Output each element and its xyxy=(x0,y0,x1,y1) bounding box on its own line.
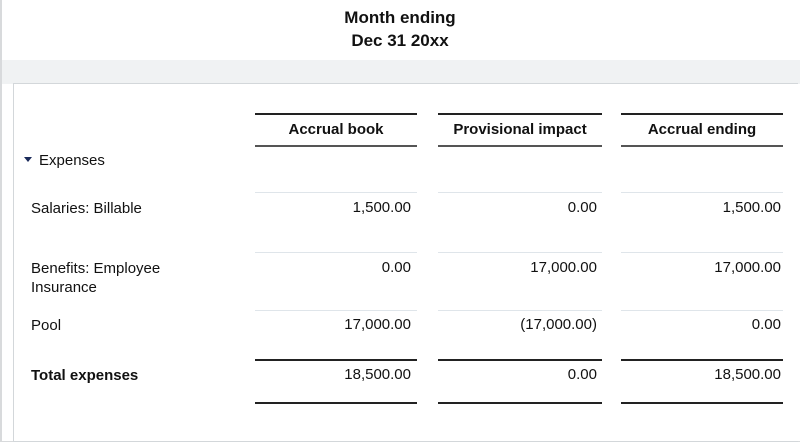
report-panel xyxy=(13,83,798,442)
row-divider xyxy=(621,192,783,193)
cell: 17,000.00 xyxy=(530,259,597,276)
cell: 0.00 xyxy=(381,259,411,276)
row-divider xyxy=(621,359,783,361)
collapse-caret-icon[interactable] xyxy=(24,157,32,162)
cell: 1,500.00 xyxy=(722,199,781,216)
cell: 17,000.00 xyxy=(714,259,781,276)
total-cell: 18,500.00 xyxy=(714,366,781,383)
row-divider xyxy=(255,310,417,311)
column-header-accrual-book: Accrual book xyxy=(255,113,417,147)
row-divider xyxy=(621,402,783,404)
row-divider xyxy=(438,310,602,311)
row-divider xyxy=(255,192,417,193)
column-header-accrual-ending: Accrual ending xyxy=(621,113,783,147)
cell: 0.00 xyxy=(751,316,781,333)
total-cell: 0.00 xyxy=(567,366,597,383)
period-date: Dec 31 20xx xyxy=(351,31,449,50)
row-divider xyxy=(438,359,602,361)
cell: 0.00 xyxy=(567,199,597,216)
row-label: Salaries: Billable xyxy=(31,200,142,217)
period-title: Month ending xyxy=(344,8,456,27)
cell: 17,000.00 xyxy=(344,316,411,333)
row-label: Benefits: Employee Insurance xyxy=(31,260,161,296)
row-divider xyxy=(621,252,783,253)
row-divider xyxy=(255,402,417,404)
row-divider xyxy=(438,402,602,404)
row-divider xyxy=(255,252,417,253)
cell: 1,500.00 xyxy=(352,199,411,216)
total-cell: 18,500.00 xyxy=(344,366,411,383)
section-expenses[interactable]: Expenses xyxy=(39,152,105,169)
row-divider xyxy=(438,192,602,193)
row-divider xyxy=(621,310,783,311)
row-label: Pool xyxy=(31,317,62,334)
cell: (17,000.00) xyxy=(520,316,597,333)
total-label: Total expenses xyxy=(31,367,139,384)
header-band xyxy=(2,60,800,84)
column-header-provisional-impact: Provisional impact xyxy=(438,113,602,147)
row-divider xyxy=(255,359,417,361)
row-divider xyxy=(438,252,602,253)
